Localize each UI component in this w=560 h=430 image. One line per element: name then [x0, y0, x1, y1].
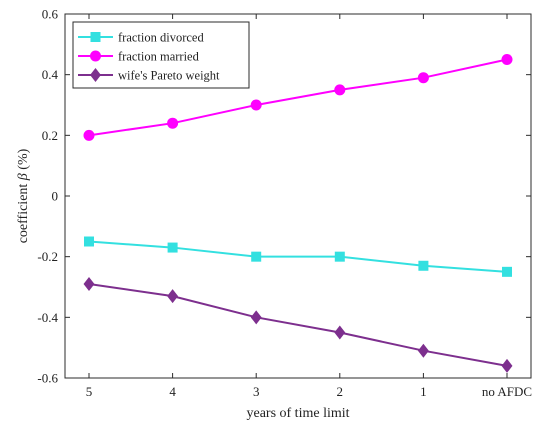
x-tick-label: 4 — [169, 384, 176, 399]
data-point — [501, 54, 513, 65]
data-point — [417, 343, 429, 358]
data-point — [250, 310, 262, 325]
y-axis-label: coefficient β (%) — [16, 148, 31, 243]
data-point — [418, 260, 429, 271]
legend-marker — [90, 32, 101, 42]
series-line — [88, 58, 508, 137]
legend-label: fraction married — [118, 50, 200, 64]
y-tick-label: -0.6 — [37, 371, 58, 386]
x-tick-label: 1 — [420, 384, 427, 399]
legend-label: wife's Pareto weight — [118, 69, 220, 83]
series-line — [88, 282, 508, 367]
data-point — [250, 99, 262, 111]
x-tick-label: 5 — [86, 384, 93, 399]
y-tick-label: 0.2 — [42, 128, 58, 143]
data-point — [167, 117, 179, 129]
y-tick-label: 0.6 — [42, 7, 59, 22]
data-point — [334, 325, 346, 340]
y-tick-label: 0.4 — [42, 67, 59, 82]
data-point — [83, 276, 95, 291]
series-2 — [83, 54, 513, 141]
x-tick-label: 3 — [253, 384, 260, 399]
data-point — [84, 236, 94, 247]
legend-marker — [90, 68, 101, 82]
legend-label: fraction divorced — [118, 31, 204, 45]
data-point — [334, 84, 346, 96]
data-point — [167, 289, 179, 304]
series-1 — [84, 236, 512, 277]
series-line — [88, 240, 508, 273]
legend-item: fraction divorced — [78, 31, 204, 45]
axis-ticks: -0.6 -0.4 -0.2 0 0.2 0.4 0.6 5 4 3 2 1 no AFDC — [37, 7, 532, 400]
x-tick-label: 2 — [337, 384, 344, 399]
data-point — [167, 242, 178, 253]
y-axis-label-symbol: β — [16, 173, 31, 181]
legend-item: wife's Pareto weight — [78, 68, 220, 83]
data-point — [251, 251, 262, 262]
legend-item: fraction married — [78, 50, 200, 64]
y-tick-label: -0.4 — [37, 310, 58, 325]
data-point — [502, 266, 512, 277]
y-axis-label-suffix: (%) — [16, 148, 31, 173]
data-point — [501, 358, 513, 373]
legend: fraction divorced fraction married wife's … — [72, 21, 250, 89]
series-3 — [83, 276, 513, 373]
x-axis-label: years of time limit — [246, 406, 349, 421]
data-point — [417, 72, 429, 84]
legend-marker — [90, 50, 101, 62]
data-point — [83, 129, 95, 141]
y-axis-label-prefix: coefficient — [16, 180, 31, 243]
series-layer — [83, 54, 513, 373]
y-tick-label: 0 — [52, 189, 59, 204]
y-tick-label: -0.2 — [37, 249, 58, 264]
data-point — [334, 251, 345, 262]
x-tick-label: no AFDC — [482, 384, 532, 399]
